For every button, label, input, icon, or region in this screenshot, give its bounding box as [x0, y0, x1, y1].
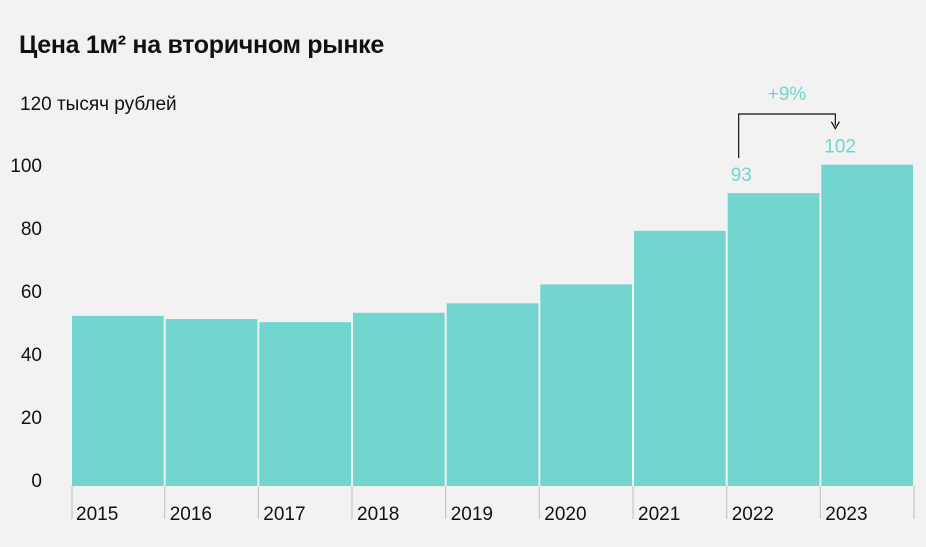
x-axis: 2015 2016 2017 2018 2019 2020 2021 2022 2023	[71, 486, 915, 525]
y-tick-label-20: 20	[21, 408, 42, 429]
bar-2018	[353, 312, 445, 487]
annotation-bracket	[738, 113, 836, 159]
data-label-2023: 102	[824, 137, 856, 158]
bar-2019	[446, 303, 539, 486]
x-tick-label-2016: 2016	[170, 504, 212, 525]
y-tick-label-40: 40	[21, 345, 42, 366]
bar-2017	[259, 322, 351, 486]
data-label-2022: 93	[731, 165, 752, 186]
x-tick-label-2018: 2018	[357, 504, 399, 525]
y-tick-label-60: 60	[21, 282, 42, 303]
x-tick-label-2015: 2015	[76, 504, 118, 525]
data-labels: 93 102	[731, 137, 856, 186]
bar-2020	[540, 284, 632, 486]
bar-2021	[634, 230, 726, 486]
y-axis: 0 20 40 60 80 100	[10, 156, 42, 492]
y-tick-label-80: 80	[21, 219, 42, 240]
x-tick-label-2023: 2023	[825, 504, 867, 525]
bar-2022	[727, 193, 820, 486]
y-tick-label-100: 100	[10, 156, 42, 177]
growth-annotation: +9%	[738, 84, 840, 159]
x-tick-label-2021: 2021	[638, 504, 680, 525]
bars-group	[72, 164, 913, 487]
chart-title: Цена 1м² на вторичном рынке	[19, 31, 384, 59]
x-tick-label-2019: 2019	[451, 504, 493, 525]
y-axis-label: 120 тысяч рублей	[20, 94, 177, 115]
annotation-label: +9%	[768, 84, 807, 105]
bar-2016	[165, 319, 258, 486]
bar-2023	[821, 164, 913, 486]
bar-2015	[72, 315, 164, 486]
x-tick-label-2020: 2020	[544, 504, 586, 525]
y-tick-label-0: 0	[31, 471, 42, 492]
x-tick-label-2017: 2017	[263, 504, 305, 525]
x-tick-label-2022: 2022	[732, 504, 774, 525]
annotation-arrowhead	[830, 121, 840, 130]
